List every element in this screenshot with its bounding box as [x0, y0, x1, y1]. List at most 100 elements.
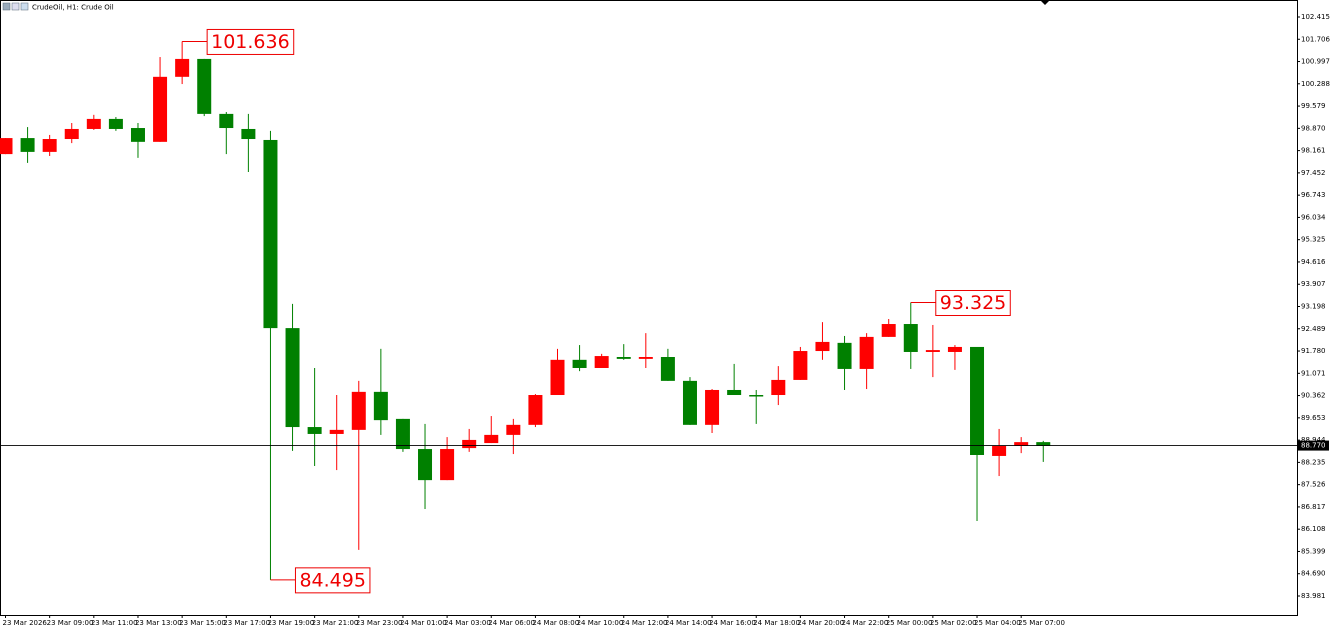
x-tick-label: 24 Mar 03:00	[444, 619, 491, 627]
candle-body	[947, 346, 962, 352]
y-tick-label: 90.362	[1301, 392, 1326, 400]
x-tick-label: 23 Mar 19:00	[267, 619, 314, 627]
candle-body	[749, 395, 764, 397]
y-tick-label: 87.526	[1301, 481, 1326, 489]
x-tick-label: 23 Mar 15:00	[179, 619, 226, 627]
candle-body	[42, 139, 57, 152]
y-tick-label: 97.452	[1301, 169, 1326, 177]
shift-marker	[1041, 1, 1049, 5]
x-tick-label: 25 Mar 07:00	[1018, 619, 1065, 627]
x-tick-label: 24 Mar 16:00	[709, 619, 756, 627]
x-tick-label: 23 Mar 23:00	[356, 619, 403, 627]
x-tick-label: 24 Mar 08:00	[532, 619, 579, 627]
candle-body	[594, 356, 609, 368]
candle-body	[550, 359, 565, 396]
y-tick-label: 84.690	[1301, 570, 1326, 578]
x-tick-label: 24 Mar 01:00	[400, 619, 447, 627]
candle-body	[462, 439, 477, 449]
icon	[11, 2, 20, 11]
y-tick-label: 91.071	[1301, 369, 1326, 377]
candle-body	[0, 138, 13, 155]
y-tick-label: 89.653	[1301, 414, 1326, 422]
candle-body	[373, 391, 388, 421]
x-tick-label: 24 Mar 12:00	[621, 619, 668, 627]
x-tick-label: 25 Mar 02:00	[930, 619, 977, 627]
candle-body	[1014, 442, 1029, 446]
y-tick-label: 96.743	[1301, 191, 1326, 199]
y-tick-label: 99.579	[1301, 102, 1326, 110]
icon	[20, 2, 29, 11]
candle-body	[307, 427, 322, 434]
x-tick-label: 23 Mar 17:00	[223, 619, 270, 627]
candle-body	[395, 418, 410, 450]
candle-body	[484, 434, 499, 444]
x-tick-label: 23 Mar 13:00	[135, 619, 182, 627]
candle-body	[506, 424, 521, 435]
x-tick-label: 24 Mar 20:00	[797, 619, 844, 627]
annotation-box	[935, 290, 1011, 317]
y-tick-label: 102.415	[1301, 13, 1330, 21]
candle-body	[86, 118, 101, 129]
y-tick-label: 100.288	[1301, 80, 1330, 88]
icon	[2, 2, 11, 11]
candle-body	[219, 113, 234, 129]
annotation-label: 84.495	[299, 569, 365, 591]
y-tick-label: 93.907	[1301, 280, 1326, 288]
x-tick-label: 23 Mar 11:00	[91, 619, 138, 627]
candle-body	[859, 336, 874, 369]
candle-body	[705, 389, 720, 425]
candle-body	[440, 449, 455, 481]
y-tick-label: 93.198	[1301, 302, 1326, 310]
candle-body	[1036, 442, 1051, 446]
y-tick-label: 101.706	[1301, 35, 1330, 43]
y-tick-label: 88.235	[1301, 458, 1326, 466]
candle-body	[682, 380, 697, 425]
candle-body	[837, 342, 852, 369]
candle-body	[285, 328, 300, 428]
x-tick-label: 23 Mar 09:00	[47, 619, 94, 627]
x-tick-label: 24 Mar 06:00	[488, 619, 535, 627]
candle-body	[815, 341, 830, 352]
chart-title: CrudeOil, H1: Crude Oil	[32, 4, 114, 12]
candle-body	[241, 128, 256, 140]
candle-body	[418, 449, 433, 481]
y-tick-label: 100.997	[1301, 58, 1330, 66]
y-tick-label: 86.817	[1301, 503, 1326, 511]
candle-body	[903, 324, 918, 352]
plot-frame	[0, 0, 1298, 616]
candle-body	[970, 346, 985, 455]
y-tick-label: 94.616	[1301, 258, 1326, 266]
y-tick-label: 88.944	[1301, 436, 1326, 444]
candle-body	[263, 139, 278, 329]
candle-body	[528, 395, 543, 425]
y-tick-label: 85.399	[1301, 547, 1326, 555]
candle-body	[881, 324, 896, 337]
x-tick-label: 25 Mar 04:00	[974, 619, 1021, 627]
candle-body	[638, 357, 653, 359]
candle-body	[153, 76, 168, 142]
y-tick-label: 86.108	[1301, 525, 1326, 533]
annotation-box	[294, 567, 371, 594]
candle-body	[925, 350, 940, 352]
x-tick-label: 25 Mar 00:00	[886, 619, 933, 627]
y-tick-label: 96.034	[1301, 213, 1326, 221]
candle-body	[727, 389, 742, 396]
candle-body	[20, 138, 35, 152]
x-tick-label: 23 Mar 2026	[3, 619, 48, 627]
candle-body	[771, 379, 786, 396]
x-tick-label: 24 Mar 10:00	[577, 619, 624, 627]
candle-body	[64, 128, 79, 140]
x-tick-label: 23 Mar 21:00	[312, 619, 359, 627]
candle-body	[351, 391, 366, 430]
annotation-box	[206, 28, 295, 55]
candle-body	[660, 357, 675, 381]
candle-body	[616, 357, 631, 359]
x-tick-label: 24 Mar 18:00	[753, 619, 800, 627]
x-tick-label: 24 Mar 14:00	[665, 619, 712, 627]
y-tick-label: 95.325	[1301, 236, 1326, 244]
candle-body	[992, 445, 1007, 456]
candle-body	[130, 128, 145, 142]
annotation-label: 101.636	[211, 31, 290, 53]
current-price-box	[1298, 440, 1329, 451]
